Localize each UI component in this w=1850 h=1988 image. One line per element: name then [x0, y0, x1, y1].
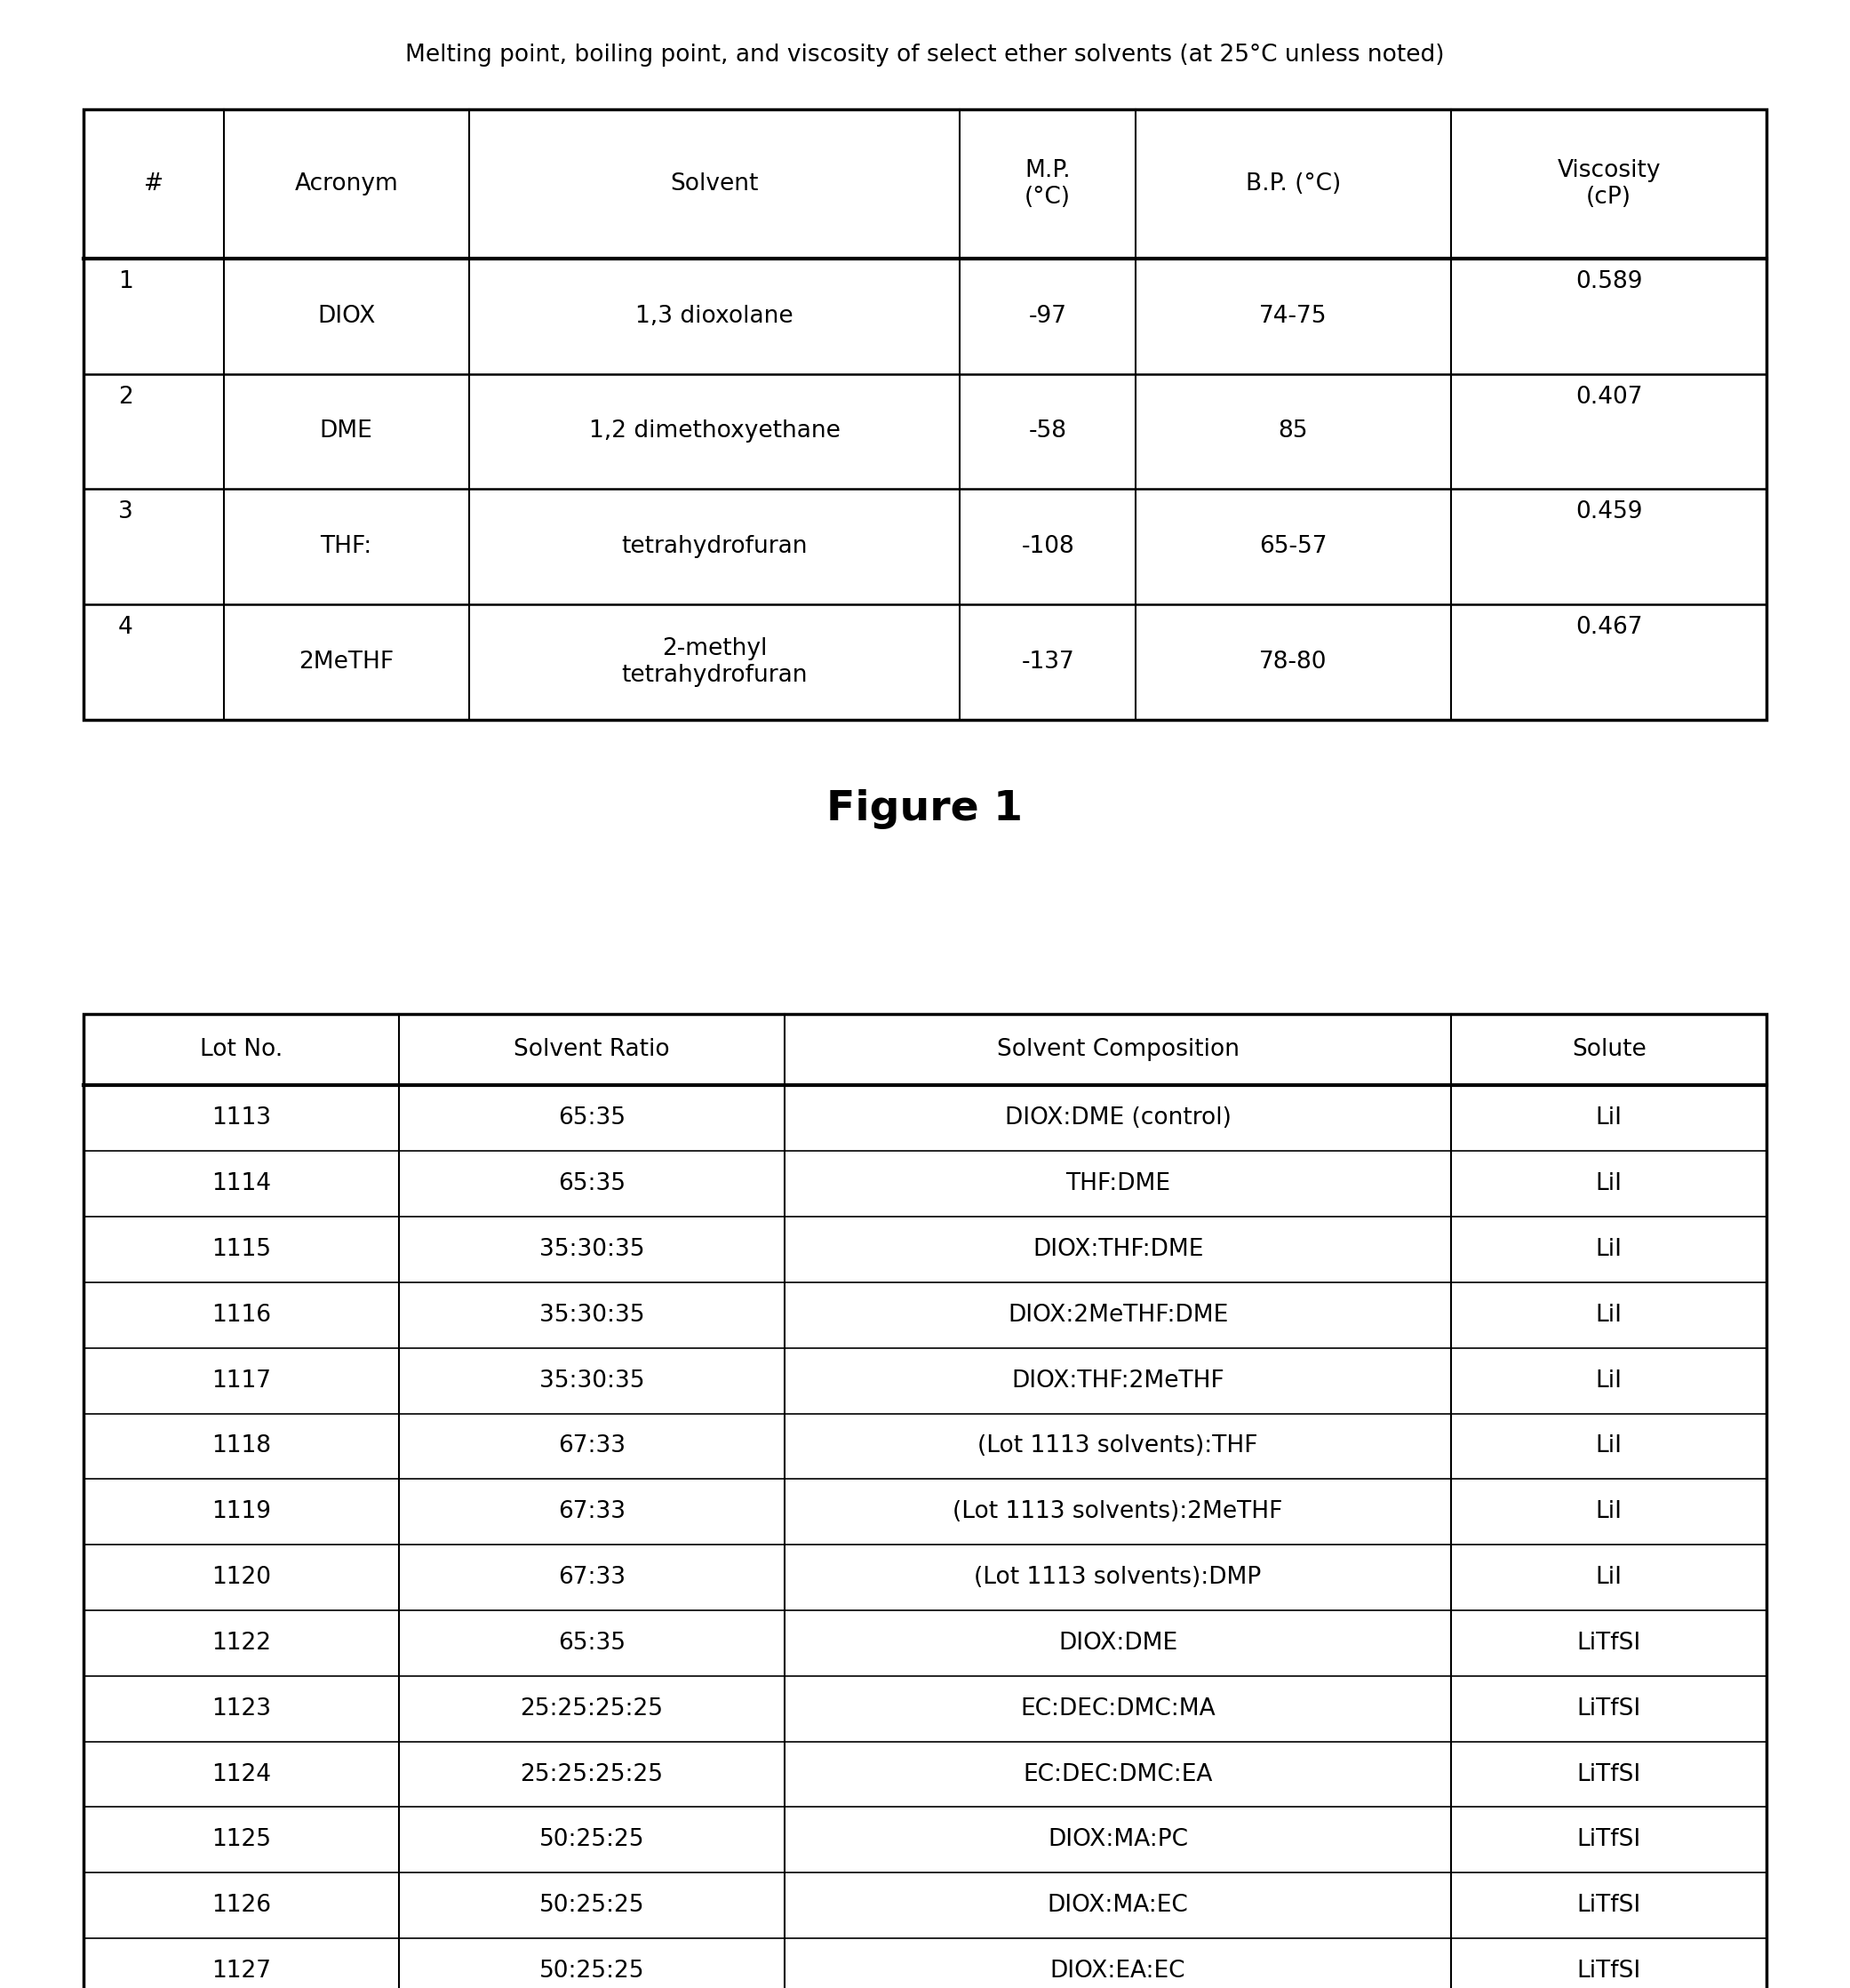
Text: LiTfSI: LiTfSI — [1576, 1698, 1641, 1720]
Text: 1120: 1120 — [211, 1567, 270, 1588]
Text: 1: 1 — [118, 270, 133, 292]
Text: Solvent: Solvent — [670, 173, 758, 195]
Text: (Lot 1113 solvents):DMP: (Lot 1113 solvents):DMP — [975, 1567, 1262, 1588]
Text: #: # — [144, 173, 163, 195]
Text: 4: 4 — [118, 616, 133, 638]
Text: Melting point, boiling point, and viscosity of select ether solvents (at 25°C un: Melting point, boiling point, and viscos… — [405, 44, 1445, 68]
Text: 2MeTHF: 2MeTHF — [298, 650, 394, 674]
Text: LiTfSI: LiTfSI — [1576, 1632, 1641, 1654]
Text: 50:25:25: 50:25:25 — [538, 1960, 644, 1982]
Text: LiI: LiI — [1595, 1370, 1622, 1392]
Text: 1115: 1115 — [211, 1239, 270, 1260]
Bar — [83, 1014, 1767, 1988]
Text: 1,3 dioxolane: 1,3 dioxolane — [636, 304, 794, 328]
Text: 0.459: 0.459 — [1576, 501, 1643, 523]
Text: LiI: LiI — [1595, 1304, 1622, 1326]
Text: M.P.
(°C): M.P. (°C) — [1025, 159, 1071, 209]
Text: 74-75: 74-75 — [1260, 304, 1326, 328]
Text: LiTfSI: LiTfSI — [1576, 1895, 1641, 1916]
Text: 35:30:35: 35:30:35 — [538, 1304, 644, 1326]
Text: 1124: 1124 — [211, 1763, 270, 1785]
Text: 2-methyl
tetrahydrofuran: 2-methyl tetrahydrofuran — [622, 636, 808, 688]
Text: -108: -108 — [1021, 535, 1075, 559]
Text: 35:30:35: 35:30:35 — [538, 1239, 644, 1260]
Text: 25:25:25:25: 25:25:25:25 — [520, 1698, 664, 1720]
Text: 1116: 1116 — [211, 1304, 270, 1326]
Text: 65-57: 65-57 — [1260, 535, 1326, 559]
Text: 1122: 1122 — [211, 1632, 270, 1654]
Text: -97: -97 — [1029, 304, 1067, 328]
Text: 0.467: 0.467 — [1576, 616, 1643, 638]
Text: LiI: LiI — [1595, 1107, 1622, 1129]
Text: DIOX:THF:2MeTHF: DIOX:THF:2MeTHF — [1012, 1370, 1225, 1392]
Text: 78-80: 78-80 — [1260, 650, 1326, 674]
Text: (Lot 1113 solvents):THF: (Lot 1113 solvents):THF — [979, 1435, 1258, 1457]
Text: DIOX:2MeTHF:DME: DIOX:2MeTHF:DME — [1008, 1304, 1228, 1326]
Bar — [83, 109, 1767, 720]
Text: EC:DEC:DMC:EA: EC:DEC:DMC:EA — [1023, 1763, 1214, 1785]
Text: 3: 3 — [118, 501, 133, 523]
Text: THF:DME: THF:DME — [1066, 1173, 1171, 1195]
Text: -58: -58 — [1029, 419, 1067, 443]
Text: 0.407: 0.407 — [1576, 386, 1643, 408]
Text: Acronym: Acronym — [294, 173, 398, 195]
Text: 1119: 1119 — [211, 1501, 270, 1523]
Text: DIOX:DME (control): DIOX:DME (control) — [1005, 1107, 1230, 1129]
Text: 1113: 1113 — [211, 1107, 270, 1129]
Text: Viscosity
(cP): Viscosity (cP) — [1558, 159, 1661, 209]
Text: B.P. (°C): B.P. (°C) — [1245, 173, 1341, 195]
Text: LiTfSI: LiTfSI — [1576, 1763, 1641, 1785]
Text: 1114: 1114 — [211, 1173, 270, 1195]
Text: Figure 1: Figure 1 — [827, 789, 1023, 829]
Text: 67:33: 67:33 — [559, 1567, 625, 1588]
Text: DIOX:DME: DIOX:DME — [1058, 1632, 1177, 1654]
Text: 50:25:25: 50:25:25 — [538, 1895, 644, 1916]
Text: -137: -137 — [1021, 650, 1075, 674]
Text: 65:35: 65:35 — [559, 1107, 625, 1129]
Text: 1127: 1127 — [211, 1960, 270, 1982]
Text: tetrahydrofuran: tetrahydrofuran — [622, 535, 808, 559]
Text: DIOX:THF:DME: DIOX:THF:DME — [1032, 1239, 1202, 1260]
Text: 1123: 1123 — [211, 1698, 270, 1720]
Text: 85: 85 — [1278, 419, 1308, 443]
Text: 1126: 1126 — [211, 1895, 270, 1916]
Text: Solvent Composition: Solvent Composition — [997, 1038, 1240, 1062]
Text: 65:35: 65:35 — [559, 1173, 625, 1195]
Text: 25:25:25:25: 25:25:25:25 — [520, 1763, 664, 1785]
Text: LiI: LiI — [1595, 1501, 1622, 1523]
Text: LiTfSI: LiTfSI — [1576, 1960, 1641, 1982]
Text: LiI: LiI — [1595, 1239, 1622, 1260]
Text: DIOX:EA:EC: DIOX:EA:EC — [1051, 1960, 1186, 1982]
Text: 67:33: 67:33 — [559, 1501, 625, 1523]
Text: 1125: 1125 — [211, 1829, 270, 1851]
Text: (Lot 1113 solvents):2MeTHF: (Lot 1113 solvents):2MeTHF — [953, 1501, 1282, 1523]
Text: 65:35: 65:35 — [559, 1632, 625, 1654]
Text: DIOX: DIOX — [316, 304, 376, 328]
Text: 35:30:35: 35:30:35 — [538, 1370, 644, 1392]
Text: EC:DEC:DMC:MA: EC:DEC:DMC:MA — [1021, 1698, 1215, 1720]
Text: DME: DME — [320, 419, 374, 443]
Text: 1,2 dimethoxyethane: 1,2 dimethoxyethane — [588, 419, 840, 443]
Text: 1118: 1118 — [211, 1435, 270, 1457]
Text: LiI: LiI — [1595, 1173, 1622, 1195]
Text: 2: 2 — [118, 386, 133, 408]
Text: Solvent Ratio: Solvent Ratio — [514, 1038, 670, 1062]
Text: DIOX:MA:EC: DIOX:MA:EC — [1047, 1895, 1188, 1916]
Text: LiTfSI: LiTfSI — [1576, 1829, 1641, 1851]
Text: DIOX:MA:PC: DIOX:MA:PC — [1047, 1829, 1188, 1851]
Text: 1117: 1117 — [211, 1370, 270, 1392]
Text: LiI: LiI — [1595, 1567, 1622, 1588]
Text: Lot No.: Lot No. — [200, 1038, 283, 1062]
Text: 0.589: 0.589 — [1576, 270, 1643, 292]
Text: LiI: LiI — [1595, 1435, 1622, 1457]
Text: 67:33: 67:33 — [559, 1435, 625, 1457]
Text: 50:25:25: 50:25:25 — [538, 1829, 644, 1851]
Text: THF:: THF: — [320, 535, 372, 559]
Text: Solute: Solute — [1572, 1038, 1646, 1062]
